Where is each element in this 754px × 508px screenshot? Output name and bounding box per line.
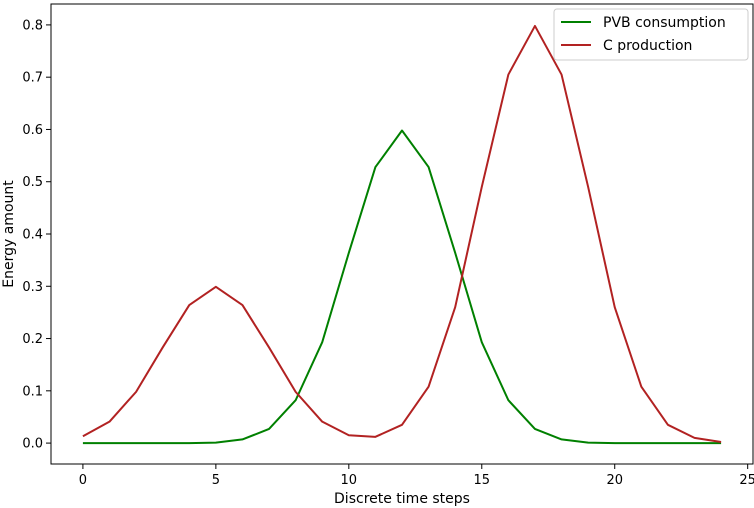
y-tick-label: 0.3 xyxy=(22,280,43,295)
y-tick-label: 0.6 xyxy=(22,123,43,138)
y-tick-label: 0.4 xyxy=(22,228,43,243)
x-axis-label: Discrete time steps xyxy=(334,491,470,507)
legend: PVB consumption C production xyxy=(553,8,749,61)
x-tick-label: 25 xyxy=(739,473,754,488)
y-tick-label: 0.8 xyxy=(22,18,43,33)
x-tick-label: 15 xyxy=(473,473,490,488)
x-tick-label: 0 xyxy=(79,473,87,488)
legend-label-pvb-consumption: PVB consumption xyxy=(603,15,726,31)
series-line-pvb-consumption xyxy=(82,129,722,445)
y-tick-label: 0.1 xyxy=(22,384,43,399)
y-tick-label: 0.2 xyxy=(22,332,43,347)
legend-label-c-production: C production xyxy=(603,38,692,54)
legend-box xyxy=(553,8,749,61)
y-axis-label: Energy amount xyxy=(1,180,17,288)
y-tick-label: 0.5 xyxy=(22,175,43,190)
x-axis: 0 5 10 15 20 25 xyxy=(79,464,754,488)
series-lines xyxy=(82,24,722,445)
x-tick-label: 20 xyxy=(606,473,623,488)
y-tick-label: 0.0 xyxy=(22,437,43,452)
x-tick-label: 5 xyxy=(212,473,220,488)
series-line-c-production xyxy=(82,24,722,444)
x-tick-label: 10 xyxy=(341,473,358,488)
y-axis: 0.0 0.1 0.2 0.3 0.4 0.5 0.6 0.7 0.8 xyxy=(22,18,51,452)
y-tick-label: 0.7 xyxy=(22,71,43,86)
